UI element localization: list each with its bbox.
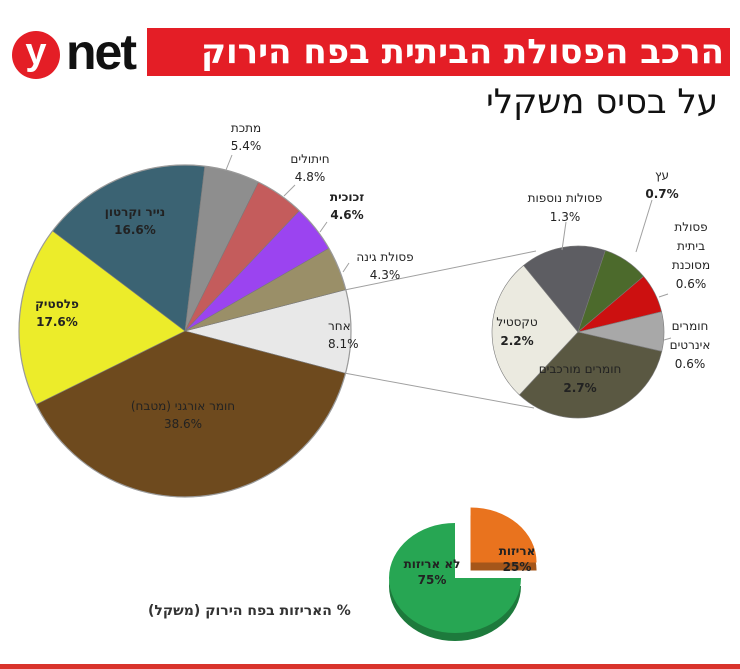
value-textiles: 4.8% (295, 170, 326, 184)
label-paper: נייר וקרטון (105, 205, 165, 219)
value-glass: 4.6% (330, 208, 363, 222)
chart-title: הרכב הפסולת הביתית בפח הירוק (147, 28, 730, 76)
logo-text: net (66, 24, 137, 80)
ynet-logo[interactable]: y net (12, 24, 142, 80)
value-wood: 0.7% (645, 187, 678, 201)
pkg-pie-slice-packaging (470, 507, 537, 563)
pie-labels: אחר 8.1% חומר אורגני (מטבח) 38.6% פלסטיק 17.6… (35, 121, 710, 587)
value-inert: 0.6% (675, 357, 706, 371)
value-non_packaging: 75% (418, 573, 447, 587)
value-plastic: 17.6% (36, 315, 78, 329)
label-hazardous: ביתית (677, 239, 705, 253)
label-organic: חומר אורגני (מטבח) (131, 399, 235, 413)
label-wood: עץ (655, 168, 669, 182)
sub-pie-slice-textile (491, 264, 579, 396)
value-metal: 5.4% (231, 139, 262, 153)
label-inert: חומרים (672, 319, 709, 333)
other-breakdown-pie (491, 245, 665, 419)
label-glass: זכוכית (330, 190, 364, 204)
label-additional: פסולות נוספות (528, 191, 603, 205)
leader-inert (663, 337, 672, 341)
value-additional: 1.3% (550, 210, 581, 224)
connector-top (345, 250, 537, 291)
leader-textiles (283, 184, 296, 197)
leader-garden (342, 262, 350, 273)
label-hazardous: פסולת (674, 220, 707, 234)
sub-pie-slice-composite (518, 331, 663, 419)
leader-glass (319, 221, 328, 233)
label-textiles: חיתולים (290, 152, 329, 166)
explode-connectors (345, 250, 537, 409)
label-plastic: פלסטיק (35, 297, 79, 311)
value-hazardous: 0.6% (676, 277, 707, 291)
value-composite: 2.7% (563, 381, 596, 395)
leader-wood (635, 199, 653, 253)
label-metal: מתכת (231, 121, 261, 135)
value-organic: 38.6% (164, 417, 202, 431)
leader-additional (561, 221, 567, 251)
bottom-rule (0, 664, 740, 669)
main-pie (18, 164, 352, 498)
value-other: 8.1% (328, 337, 359, 351)
label-garden: פסולת גינה (356, 250, 413, 264)
logo-letter: y (12, 31, 60, 79)
label-other: אחר (328, 319, 351, 333)
sub-pie-slice-inert (577, 311, 665, 352)
label-inert: אינרטים (670, 338, 711, 352)
packaging-pie (389, 507, 537, 641)
value-textile: 2.2% (500, 334, 533, 348)
connector-bottom (345, 372, 535, 409)
label-hazardous: מסוכנת (672, 258, 710, 272)
main-pie-outline (18, 164, 352, 498)
label-non_packaging: לא אריזות (404, 557, 461, 571)
pkg-pie-slice-non_packaging (389, 523, 521, 633)
value-garden: 4.3% (370, 268, 401, 282)
value-packaging: 25% (503, 560, 532, 574)
label-composite: חומרים מורכבים (539, 362, 622, 376)
label-packaging: אריזות (499, 544, 536, 558)
leader-metal (225, 154, 233, 171)
leader-hazardous (658, 293, 669, 298)
label-textile: טקסטיל (496, 315, 538, 329)
chart-subtitle: על בסיס משקלי (486, 82, 718, 122)
value-paper: 16.6% (114, 223, 156, 237)
packaging-pie-caption: % האריזות בפח הירוק (משקל) (148, 603, 351, 619)
